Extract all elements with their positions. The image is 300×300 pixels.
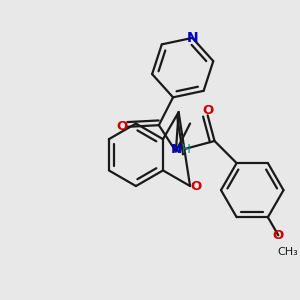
Text: O: O xyxy=(190,179,201,193)
Text: CH₃: CH₃ xyxy=(278,247,298,257)
Text: N: N xyxy=(187,31,198,45)
Text: O: O xyxy=(202,104,213,117)
Text: H: H xyxy=(182,143,191,156)
Text: O: O xyxy=(116,120,128,133)
Text: O: O xyxy=(273,229,284,242)
Text: N: N xyxy=(170,143,182,156)
